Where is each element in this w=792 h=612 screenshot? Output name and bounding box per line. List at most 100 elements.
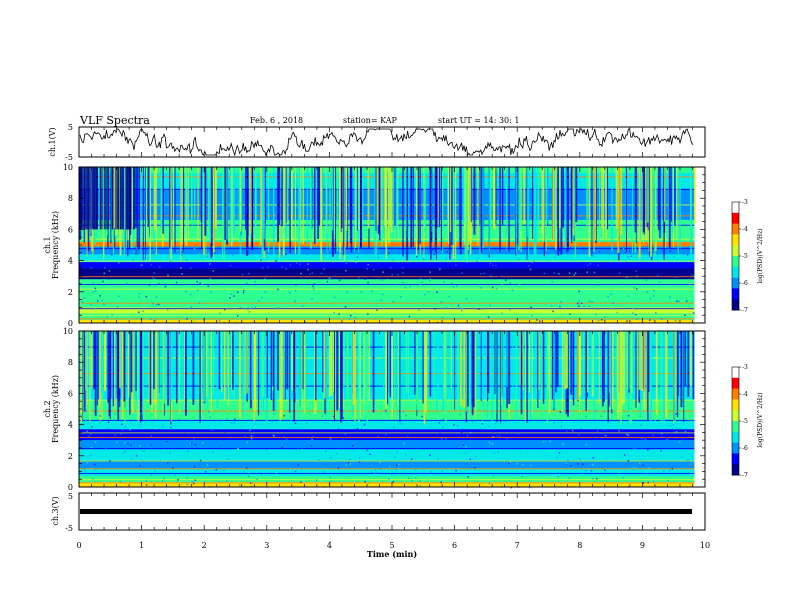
sferic-streak bbox=[247, 331, 249, 394]
noise-speck bbox=[249, 429, 251, 432]
noise-speck bbox=[559, 461, 562, 464]
noise-speck bbox=[264, 279, 266, 281]
sferic-streak bbox=[664, 167, 666, 222]
sferic-streak bbox=[181, 331, 184, 397]
sferic-streak bbox=[586, 167, 589, 233]
sferic-streak bbox=[188, 167, 189, 239]
noise-speck bbox=[440, 438, 443, 440]
noise-speck bbox=[540, 484, 543, 487]
noise-speck bbox=[170, 423, 172, 426]
noise-speck bbox=[294, 422, 297, 424]
time-tick-label: 4 bbox=[327, 541, 332, 550]
noise-speck bbox=[604, 409, 606, 412]
sferic-streak bbox=[391, 331, 394, 420]
noise-speck bbox=[95, 439, 98, 442]
noise-speck bbox=[542, 440, 545, 443]
sferic-streak bbox=[528, 167, 530, 257]
noise-speck bbox=[285, 253, 287, 256]
sferic-streak bbox=[303, 331, 306, 414]
noise-speck bbox=[86, 461, 89, 464]
noise-speck bbox=[691, 274, 693, 276]
noise-speck bbox=[367, 281, 369, 284]
noise-speck bbox=[669, 412, 671, 415]
noise-speck bbox=[633, 287, 636, 289]
noise-speck bbox=[569, 313, 571, 316]
noise-speck bbox=[603, 410, 605, 413]
noise-speck bbox=[624, 252, 627, 254]
noise-speck bbox=[386, 450, 388, 453]
sferic-streak bbox=[293, 331, 296, 422]
sferic-streak bbox=[306, 167, 309, 246]
frequency-tick-label: 6 bbox=[68, 389, 73, 398]
noise-speck bbox=[592, 457, 595, 459]
noise-speck bbox=[204, 470, 206, 473]
noise-speck bbox=[209, 416, 211, 418]
noise-speck bbox=[634, 313, 637, 316]
noise-speck bbox=[411, 480, 413, 482]
sferic-streak bbox=[449, 167, 452, 233]
sferic-streak bbox=[673, 331, 676, 423]
noise-speck bbox=[660, 470, 662, 472]
noise-speck bbox=[408, 315, 411, 318]
noise-speck bbox=[436, 288, 438, 290]
noise-speck bbox=[660, 436, 663, 438]
noise-speck bbox=[345, 464, 347, 466]
sferic-streak bbox=[437, 331, 440, 392]
noise-speck bbox=[398, 269, 401, 271]
ch3-ytick-top: 5 bbox=[68, 492, 73, 501]
dark-streak bbox=[106, 167, 108, 230]
noise-speck bbox=[90, 303, 93, 306]
noise-speck bbox=[549, 440, 551, 443]
noise-speck bbox=[348, 458, 351, 461]
noise-speck bbox=[678, 300, 680, 303]
noise-speck bbox=[434, 308, 437, 310]
sferic-streak bbox=[668, 167, 671, 248]
noise-speck bbox=[666, 438, 669, 440]
noise-speck bbox=[84, 410, 87, 413]
ch3-waveform-trace bbox=[80, 509, 692, 514]
sferic-streak bbox=[354, 167, 356, 248]
noise-speck bbox=[150, 446, 152, 449]
noise-speck bbox=[281, 266, 284, 268]
sferic-streak bbox=[429, 167, 431, 253]
noise-speck bbox=[481, 423, 484, 425]
sferic-streak bbox=[135, 167, 137, 229]
sferic-streak bbox=[207, 167, 210, 238]
noise-speck bbox=[123, 451, 126, 454]
frequency-tick-label: 4 bbox=[68, 257, 73, 266]
sferic-streak bbox=[397, 167, 399, 239]
sferic-streak bbox=[608, 331, 610, 394]
sferic-streak bbox=[136, 167, 138, 249]
sferic-streak bbox=[220, 331, 222, 387]
noise-speck bbox=[80, 303, 83, 305]
sferic-streak bbox=[605, 167, 608, 239]
time-tick-label: 2 bbox=[202, 541, 207, 550]
sferic-streak bbox=[148, 331, 151, 405]
noise-speck bbox=[647, 481, 650, 484]
noise-speck bbox=[618, 272, 621, 274]
noise-speck bbox=[461, 272, 463, 274]
noise-speck bbox=[504, 281, 506, 284]
sferic-streak bbox=[389, 167, 392, 227]
sferic-streak bbox=[351, 331, 354, 417]
sferic-streak bbox=[299, 331, 301, 417]
noise-speck bbox=[235, 321, 237, 323]
noise-speck bbox=[631, 467, 634, 469]
sferic-streak bbox=[452, 167, 455, 246]
noise-speck bbox=[420, 278, 422, 280]
noise-speck bbox=[89, 453, 92, 456]
noise-speck bbox=[397, 261, 400, 263]
sferic-streak bbox=[528, 331, 531, 393]
noise-speck bbox=[236, 291, 239, 293]
noise-speck bbox=[168, 485, 171, 488]
noise-speck bbox=[684, 314, 686, 316]
sferic-streak bbox=[212, 167, 215, 253]
noise-speck bbox=[645, 472, 647, 475]
emission-line bbox=[79, 419, 695, 421]
noise-speck bbox=[564, 293, 567, 295]
sferic-streak bbox=[99, 331, 101, 421]
noise-speck bbox=[244, 484, 246, 487]
noise-speck bbox=[333, 415, 335, 418]
noise-speck bbox=[222, 438, 224, 441]
noise-speck bbox=[358, 461, 360, 463]
